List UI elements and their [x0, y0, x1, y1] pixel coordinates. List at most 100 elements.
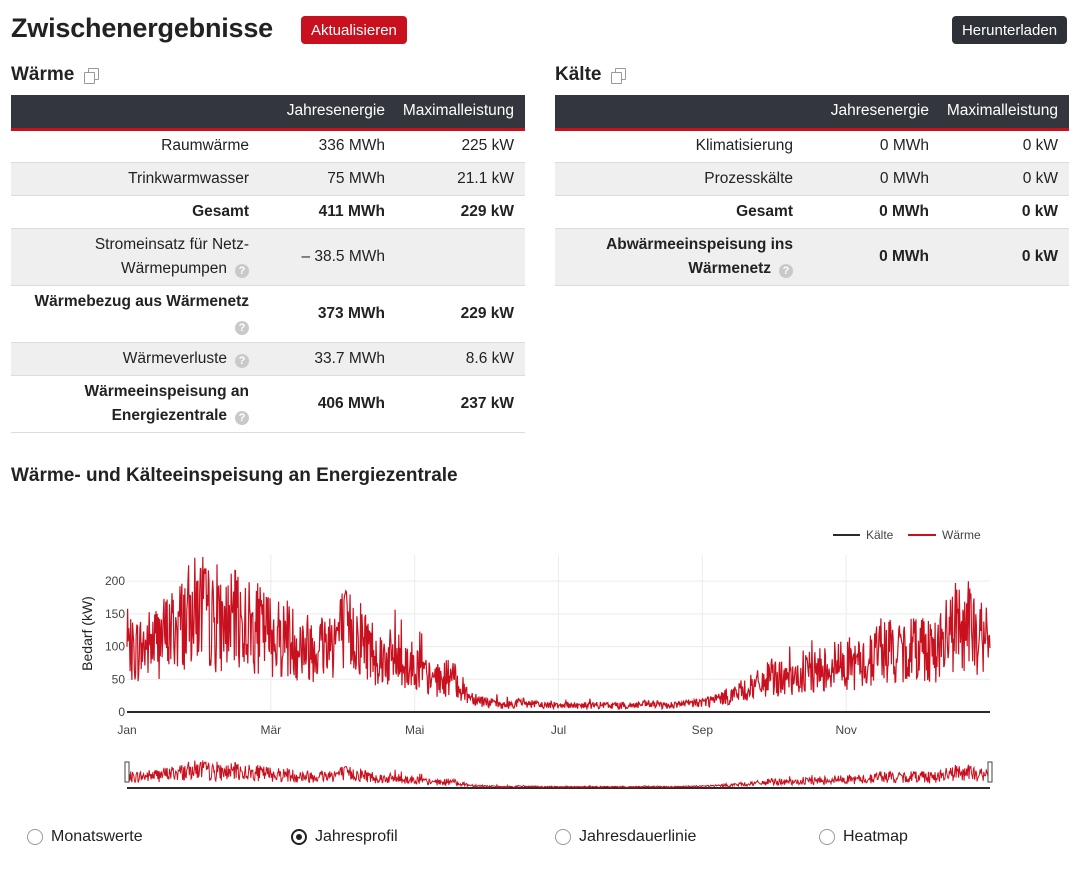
column-header-energy: Jahresenergie	[260, 95, 396, 131]
table-row: Gesamt 411 MWh 229 kW	[11, 195, 525, 229]
row-energy: 33.7 MWh	[260, 342, 396, 376]
column-header-power: Maximalleistung	[396, 95, 525, 131]
row-label: Prozesskälte	[555, 162, 804, 196]
row-power: 229 kW	[396, 285, 525, 343]
row-power: 225 kW	[396, 129, 525, 163]
update-button[interactable]: Aktualisieren	[301, 16, 407, 44]
row-power: 8.6 kW	[396, 342, 525, 376]
row-label: Wärmeverluste?	[11, 342, 260, 376]
kaelte-table: Jahresenergie Maximalleistung Klimatisie…	[555, 95, 1069, 286]
row-label: Wärmeeinspeisung an Energiezentrale?	[11, 375, 260, 433]
download-button[interactable]: Herunterladen	[952, 16, 1067, 44]
row-energy: 373 MWh	[260, 285, 396, 343]
radio-label: Jahresprofil	[315, 828, 398, 845]
y-tick-label: 0	[118, 705, 125, 719]
table-row: Wärmeeinspeisung an Energiezentrale? 406…	[11, 375, 525, 433]
table-row: Wärmebezug aus Wärmenetz? 373 MWh 229 kW	[11, 285, 525, 343]
column-header	[555, 95, 804, 131]
y-tick-label: 200	[105, 574, 125, 588]
radio-checked-icon[interactable]	[291, 829, 307, 845]
radio-monatswerte[interactable]: Monatswerte	[27, 828, 143, 846]
radio-circle-icon[interactable]	[555, 829, 571, 845]
row-energy: 411 MWh	[260, 195, 396, 229]
radio-circle-icon[interactable]	[819, 829, 835, 845]
table-row: Trinkwarmwasser 75 MWh 21.1 kW	[11, 162, 525, 196]
table-row: Gesamt 0 MWh 0 kW	[555, 195, 1069, 229]
row-energy: 406 MWh	[260, 375, 396, 433]
help-icon[interactable]: ?	[235, 353, 249, 368]
waerme-series-line	[126, 556, 991, 711]
table-row: Wärmeverluste? 33.7 MWh 8.6 kW	[11, 342, 525, 376]
row-power: 237 kW	[396, 375, 525, 433]
row-label: Raumwärme	[11, 129, 260, 163]
row-label: Klimatisierung	[555, 129, 804, 163]
kaelte-section-header: Kälte	[555, 64, 627, 86]
radio-jahresprofil[interactable]: Jahresprofil	[291, 828, 398, 846]
radio-label: Heatmap	[843, 828, 908, 845]
y-axis-label: Bedarf (kW)	[79, 596, 95, 671]
copy-icon[interactable]	[84, 68, 100, 84]
row-energy: 0 MWh	[804, 195, 940, 229]
table-header-row: Jahresenergie Maximalleistung	[555, 95, 1069, 131]
row-label: Gesamt	[555, 195, 804, 229]
table-row: Klimatisierung 0 MWh 0 kW	[555, 129, 1069, 163]
radio-label: Monatswerte	[51, 828, 143, 845]
row-power: 0 kW	[940, 162, 1069, 196]
column-header-power: Maximalleistung	[940, 95, 1069, 131]
table-row: Stromeinsatz für Netz-Wärmepumpen? – 38.…	[11, 228, 525, 286]
row-power: 21.1 kW	[396, 162, 525, 196]
table-header-row: Jahresenergie Maximalleistung	[11, 95, 525, 131]
radio-circle-icon[interactable]	[27, 829, 43, 845]
radio-label: Jahresdauerlinie	[579, 828, 697, 845]
column-header	[11, 95, 260, 131]
row-energy: – 38.5 MWh	[260, 228, 396, 286]
view-mode-radio-group: Monatswerte Jahresprofil Jahresdauerlini…	[0, 828, 1086, 850]
row-power: 0 kW	[940, 228, 1069, 286]
waerme-table: Jahresenergie Maximalleistung Raumwärme …	[11, 95, 525, 433]
legend-waerme-label: Wärme	[942, 528, 981, 542]
waerme-title: Wärme	[11, 64, 75, 85]
row-energy: 0 MWh	[804, 129, 940, 163]
rangeslider-left-handle[interactable]	[124, 761, 130, 783]
row-energy: 0 MWh	[804, 228, 940, 286]
row-energy: 0 MWh	[804, 162, 940, 196]
x-tick-label: Mär	[260, 723, 281, 737]
y-tick-label: 150	[105, 607, 125, 621]
rangeslider-right-handle[interactable]	[987, 761, 993, 783]
line-chart[interactable]: 0 50 100 150 200 Jan Mär Mai Jul Sep Nov Bedarf (kW…	[0, 500, 1086, 805]
help-icon[interactable]: ?	[235, 410, 249, 425]
row-label: Stromeinsatz für Netz-Wärmepumpen?	[11, 228, 260, 286]
help-icon[interactable]: ?	[235, 320, 249, 335]
column-header-energy: Jahresenergie	[804, 95, 940, 131]
chart-title: Wärme- und Kälteeinspeisung an Energieze…	[11, 465, 458, 486]
help-icon[interactable]: ?	[779, 263, 793, 278]
x-tick-label: Sep	[692, 723, 714, 737]
y-tick-label: 100	[105, 640, 125, 654]
x-tick-label: Nov	[835, 723, 856, 737]
row-label: Gesamt	[11, 195, 260, 229]
radio-heatmap[interactable]: Heatmap	[819, 828, 908, 846]
table-row: Raumwärme 336 MWh 225 kW	[11, 129, 525, 163]
copy-icon[interactable]	[611, 68, 627, 84]
x-tick-label: Mai	[405, 723, 424, 737]
row-power: 0 kW	[940, 195, 1069, 229]
table-row: Abwärmeeinspeisung ins Wärmenetz? 0 MWh …	[555, 228, 1069, 286]
row-power: 229 kW	[396, 195, 525, 229]
rangeslider-waerme-line	[126, 760, 991, 789]
row-label: Abwärmeeinspeisung ins Wärmenetz?	[555, 228, 804, 286]
kaelte-title: Kälte	[555, 64, 602, 85]
waerme-section-header: Wärme	[11, 64, 100, 86]
row-energy: 75 MWh	[260, 162, 396, 196]
page-title: Zwischenergebnisse	[11, 13, 273, 43]
y-tick-label: 50	[112, 672, 126, 686]
help-icon[interactable]: ?	[235, 263, 249, 278]
row-label: Wärmebezug aus Wärmenetz?	[11, 285, 260, 343]
row-label: Trinkwarmwasser	[11, 162, 260, 196]
legend-kaelte-label: Kälte	[866, 528, 894, 542]
row-power: 0 kW	[940, 129, 1069, 163]
row-power	[396, 228, 525, 286]
x-tick-label: Jan	[117, 723, 136, 737]
table-row: Prozesskälte 0 MWh 0 kW	[555, 162, 1069, 196]
radio-jahresdauerlinie[interactable]: Jahresdauerlinie	[555, 828, 696, 846]
row-energy: 336 MWh	[260, 129, 396, 163]
